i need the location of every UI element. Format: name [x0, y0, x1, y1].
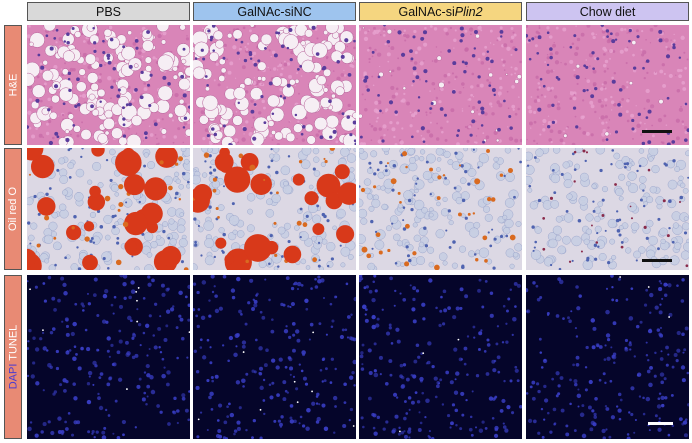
oro-panel-galnac-sinc [193, 148, 356, 270]
tunel-panel-galnac-sinc [193, 275, 356, 439]
micrograph-image [193, 275, 356, 439]
row-label-text: H&E [7, 73, 19, 97]
micrograph-image [27, 25, 190, 145]
oro-panel-chow-diet [526, 148, 689, 270]
row-label-dapi: DAPI [7, 363, 20, 390]
column-header-galnac-sinc: GalNAc-siNC [193, 2, 356, 21]
micrograph-image [359, 275, 522, 439]
column-header-label-prefix: GalNAc-si [398, 4, 455, 19]
oro-scale-bar [642, 259, 672, 262]
tunel-panel-chow-diet [526, 275, 689, 439]
tunel-panel-galnac-siplin2 [359, 275, 522, 439]
micrograph-image [526, 25, 689, 145]
tunel-scale-bar [648, 422, 673, 425]
he-panel-galnac-sinc [193, 25, 356, 145]
column-header-chow-diet: Chow diet [526, 2, 689, 21]
row-label-he: H&E [4, 25, 22, 145]
column-header-label: GalNAc-siNC [237, 4, 312, 19]
oro-panel-galnac-siplin2 [359, 148, 522, 270]
column-header-gene: Plin2 [454, 4, 483, 19]
column-header-label: PBS [95, 4, 121, 19]
micrograph-image [27, 275, 190, 439]
micrograph-image [526, 148, 689, 270]
micrograph-image [359, 148, 522, 270]
column-header-label: Chow diet [579, 4, 636, 19]
column-header-galnac-siplin2: GalNAc-si Plin2 [359, 2, 522, 21]
micrograph-image [193, 148, 356, 270]
row-label-oil-red-o: Oil red O [4, 148, 22, 270]
he-panel-galnac-siplin2 [359, 25, 522, 145]
row-label-tunel: TUNEL [7, 324, 20, 361]
micrograph-image [193, 25, 356, 145]
column-header-pbs: PBS [27, 2, 190, 21]
micrograph-image [27, 148, 190, 270]
tunel-panel-pbs [27, 275, 190, 439]
he-panel-chow-diet [526, 25, 689, 145]
he-scale-bar [642, 130, 672, 133]
micrograph-image [526, 275, 689, 439]
row-label-text: Oil red O [7, 186, 20, 232]
micrograph-image [359, 25, 522, 145]
he-panel-pbs [27, 25, 190, 145]
row-label-dapi-tunel: DAPI TUNEL [4, 275, 22, 439]
oro-panel-pbs [27, 148, 190, 270]
